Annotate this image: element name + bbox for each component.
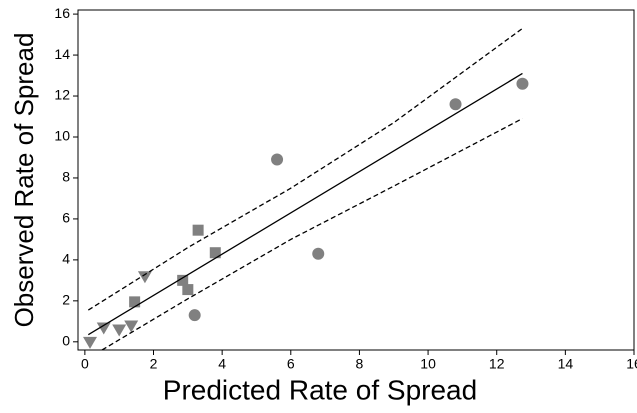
point: [271, 153, 284, 166]
x-tick-label: 6: [287, 356, 295, 372]
point: [516, 77, 529, 90]
x-tick-label: 12: [489, 356, 505, 372]
y-tick-label: 6: [62, 210, 70, 226]
point: [449, 98, 462, 111]
y-axis-label: Observed Rate of Spread: [9, 33, 39, 328]
point: [209, 247, 221, 259]
x-tick-label: 2: [150, 356, 158, 372]
y-tick-label: 8: [62, 169, 70, 185]
y-tick-label: 16: [54, 5, 70, 21]
y-tick-label: 0: [62, 333, 70, 349]
x-axis-label: Predicted Rate of Spread: [163, 374, 477, 405]
confidence-band: [100, 117, 523, 350]
y-tick-label: 2: [62, 292, 70, 308]
point: [124, 320, 139, 333]
point: [129, 296, 141, 308]
y-tick-label: 12: [54, 87, 70, 103]
point: [177, 274, 189, 286]
x-tick-label: 8: [356, 356, 364, 372]
plot-frame: [77, 9, 635, 351]
confidence-band: [87, 27, 523, 311]
point: [112, 324, 127, 337]
y-tick-label: 14: [54, 46, 70, 62]
point: [192, 224, 204, 236]
point: [182, 284, 194, 296]
y-tick-label: 10: [54, 128, 70, 144]
point: [96, 322, 111, 335]
plot-area: [83, 27, 529, 350]
point: [83, 336, 98, 349]
x-tick-label: 14: [558, 356, 574, 372]
point: [188, 309, 201, 322]
regression-line: [87, 72, 523, 336]
x-tick-label: 4: [218, 356, 226, 372]
x-tick-label: 16: [626, 356, 637, 372]
x-tick-label: 0: [81, 356, 89, 372]
x-tick-label: 10: [420, 356, 436, 372]
point: [312, 247, 325, 260]
point: [137, 271, 152, 284]
y-tick-label: 4: [62, 251, 70, 267]
